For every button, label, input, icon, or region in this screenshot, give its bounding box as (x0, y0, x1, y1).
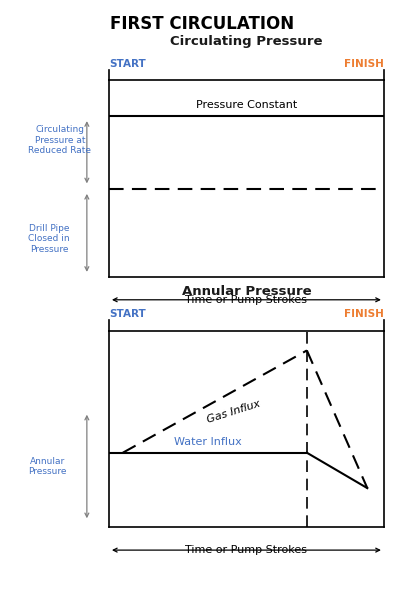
Text: Water Influx: Water Influx (174, 437, 242, 447)
Text: START: START (109, 309, 146, 319)
Text: Time or Pump Strokes: Time or Pump Strokes (185, 545, 307, 555)
Text: Drill Pipe
Closed in
Pressure: Drill Pipe Closed in Pressure (28, 224, 70, 254)
Text: Time or Pump Strokes: Time or Pump Strokes (185, 295, 307, 305)
Text: Circulating Pressure: Circulating Pressure (170, 35, 323, 48)
Text: FIRST CIRCULATION: FIRST CIRCULATION (110, 15, 294, 33)
Text: Annular Pressure: Annular Pressure (182, 285, 311, 298)
Text: START: START (109, 58, 146, 69)
Text: FINISH: FINISH (344, 309, 384, 319)
Text: FINISH: FINISH (344, 58, 384, 69)
Text: Annular
Pressure: Annular Pressure (28, 457, 67, 476)
Text: Pressure Constant: Pressure Constant (196, 100, 297, 110)
Text: Gas Influx: Gas Influx (206, 398, 262, 424)
Text: Circulating
Pressure at
Reduced Rate: Circulating Pressure at Reduced Rate (28, 125, 91, 155)
